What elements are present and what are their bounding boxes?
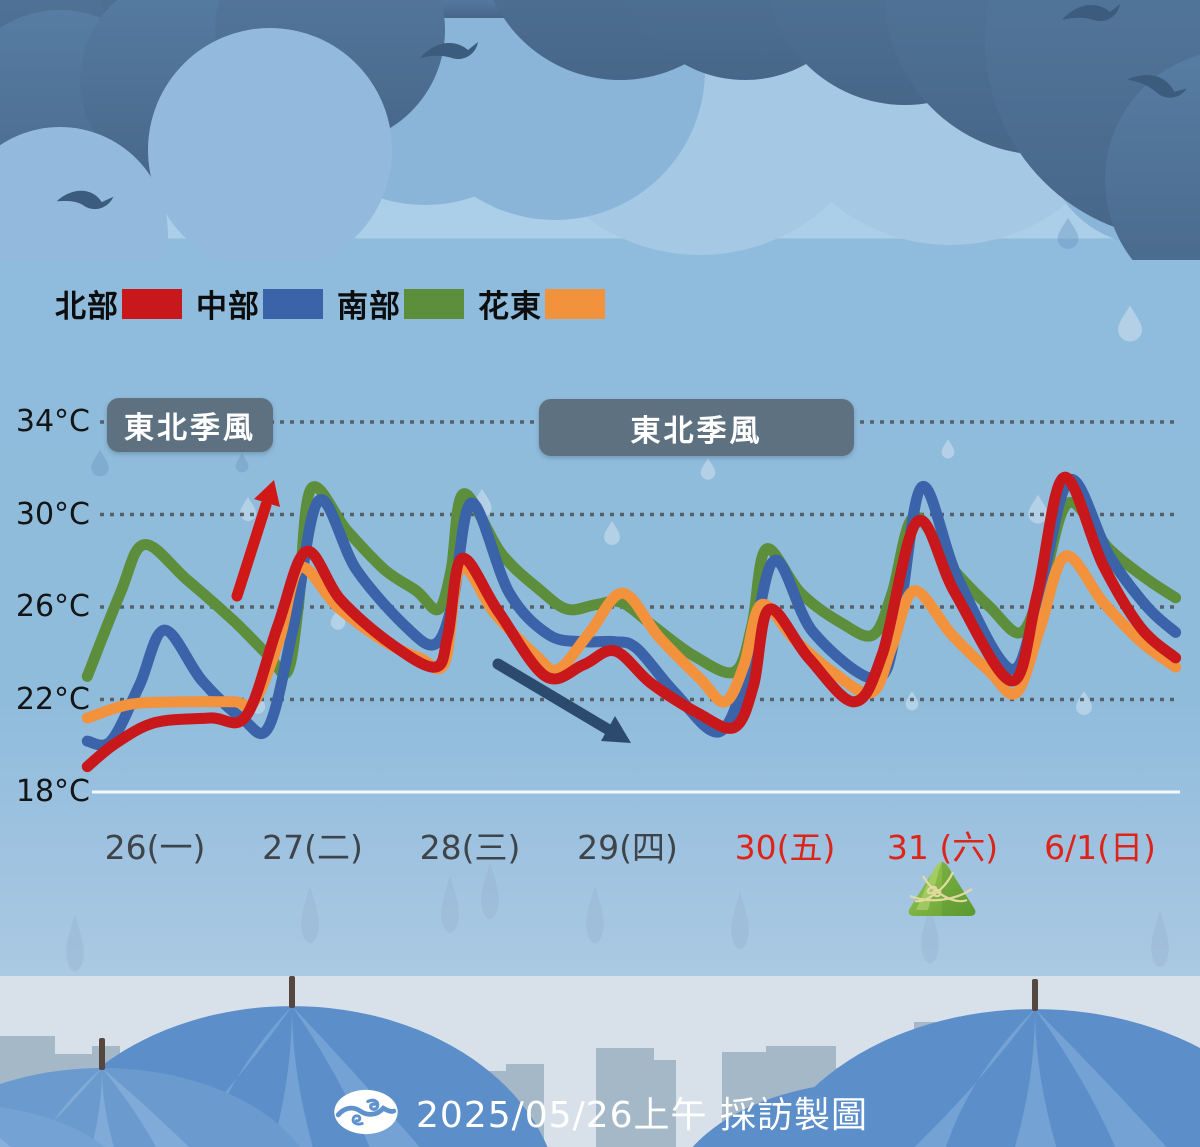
raindrop-icon (1118, 305, 1142, 342)
y-tick-18: 18°C (15, 774, 90, 809)
series-line-花東 (81, 550, 1182, 724)
raindrop-icon (481, 861, 499, 920)
monsoon-badge-2: 東北季風 (539, 399, 854, 456)
credit-bar: 2025/05/26上午 採訪製圖 (0, 1086, 1200, 1138)
legend-label-central: 中部 (196, 289, 260, 325)
legend-label-huadong: 花東 (478, 289, 542, 325)
raindrop-icon (91, 449, 109, 477)
y-tick-22: 22°C (15, 681, 90, 717)
x-tick-6: 6/1(日) (1044, 828, 1156, 867)
legend-swatch-huadong (545, 288, 605, 319)
raindrop-icon (700, 458, 716, 480)
raindrop-icon (731, 891, 749, 950)
credit-text: 2025/05/26上午 採訪製圖 (416, 1095, 868, 1136)
legend: 北部 中部 南部 花東 (55, 281, 619, 326)
x-tick-4: 30(五) (734, 828, 836, 867)
legend-swatch-south (404, 288, 464, 319)
x-tick-0: 26(一) (104, 828, 206, 867)
raindrop-icon (472, 488, 492, 518)
y-tick-26: 26°C (15, 589, 90, 624)
legend-swatch-north (122, 288, 182, 319)
umbrella-illustration (0, 1107, 105, 1147)
raindrop-icon (905, 691, 919, 711)
raindrop-icon (1151, 909, 1169, 968)
x-tick-5: 31 (六) (886, 828, 999, 867)
series-line-中部 (81, 474, 1182, 751)
monsoon-badge-1-label: 東北季風 (124, 411, 256, 446)
raindrop-icon (441, 875, 459, 934)
storm-clouds-illustration (0, 0, 1200, 260)
raindrop-icon (240, 497, 256, 521)
warming-arrow-icon (231, 480, 280, 602)
city-umbrellas-illustration (0, 976, 1200, 1147)
legend-swatch-central (263, 288, 323, 319)
raindrop-icon (66, 913, 84, 972)
raindrop-icon (586, 885, 604, 944)
zongzi-icon (908, 862, 976, 916)
series-line-北部 (81, 472, 1182, 773)
raindrop-icon (250, 692, 266, 714)
legend-label-south: 南部 (337, 289, 401, 325)
footer-illustration (0, 976, 1200, 1147)
y-tick-30: 30°C (15, 496, 90, 532)
raindrop-icon (604, 521, 620, 545)
x-tick-1: 27(二) (262, 828, 363, 867)
monsoon-badge-2-label: 東北季風 (630, 413, 763, 449)
raindrop-icon (301, 885, 319, 944)
raindrop-icon (1028, 494, 1048, 524)
raindrop-icon (330, 608, 346, 630)
cooling-arrow-icon (492, 658, 631, 743)
raindrop-icon (1076, 691, 1092, 715)
series-line-南部 (81, 481, 1182, 682)
legend-label-north: 北部 (55, 289, 119, 325)
raindrop-icon (941, 439, 955, 459)
y-tick-34: 34°C (15, 404, 90, 439)
umbrella-illustration (770, 979, 1200, 1147)
x-tick-2: 28(三) (419, 828, 521, 867)
monsoon-badge-1: 東北季風 (107, 398, 273, 452)
cwa-logo-icon (334, 1089, 398, 1135)
x-tick-3: 29(四) (577, 828, 678, 867)
wind-swoosh-icon (56, 4, 1187, 210)
raindrop-icon (235, 453, 249, 473)
umbrella-illustration (0, 1038, 301, 1147)
